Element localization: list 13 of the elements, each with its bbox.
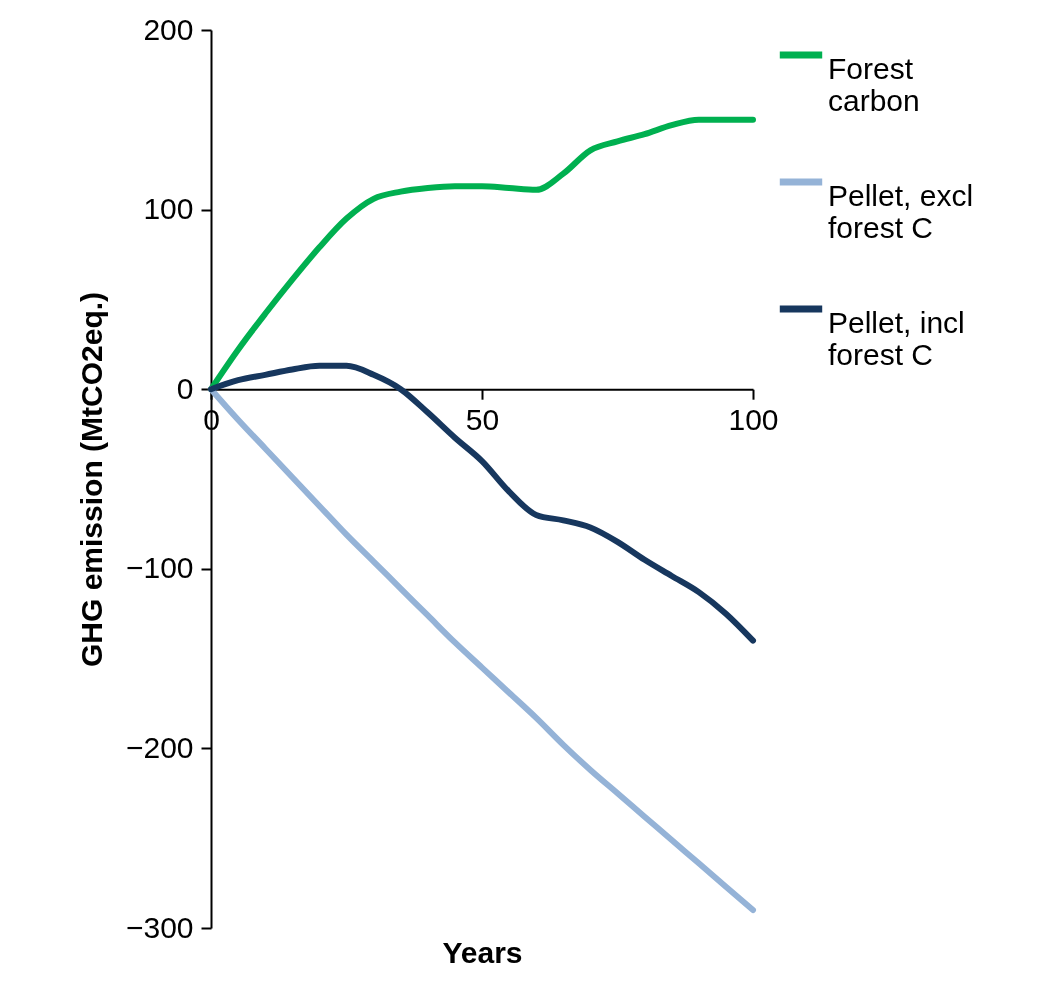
y-tick-label: −200: [125, 730, 194, 764]
y-tick-label: 100: [143, 192, 194, 226]
y-axis-title: GHG emission (MtCO2eq.): [74, 291, 108, 668]
legend-label: Forest carbon: [828, 52, 920, 117]
y-tick-label: −300: [125, 910, 194, 944]
legend-label: Pellet, incl forest C: [828, 306, 965, 371]
y-tick-label: 0: [176, 371, 194, 405]
y-tick-label: −100: [125, 551, 194, 585]
x-axis-title: Years: [442, 935, 523, 969]
x-tick-label: 100: [728, 402, 779, 436]
legend-label: Pellet, excl forest C: [828, 179, 974, 244]
x-tick-label: 50: [465, 402, 500, 436]
y-tick-label: 200: [143, 12, 194, 46]
